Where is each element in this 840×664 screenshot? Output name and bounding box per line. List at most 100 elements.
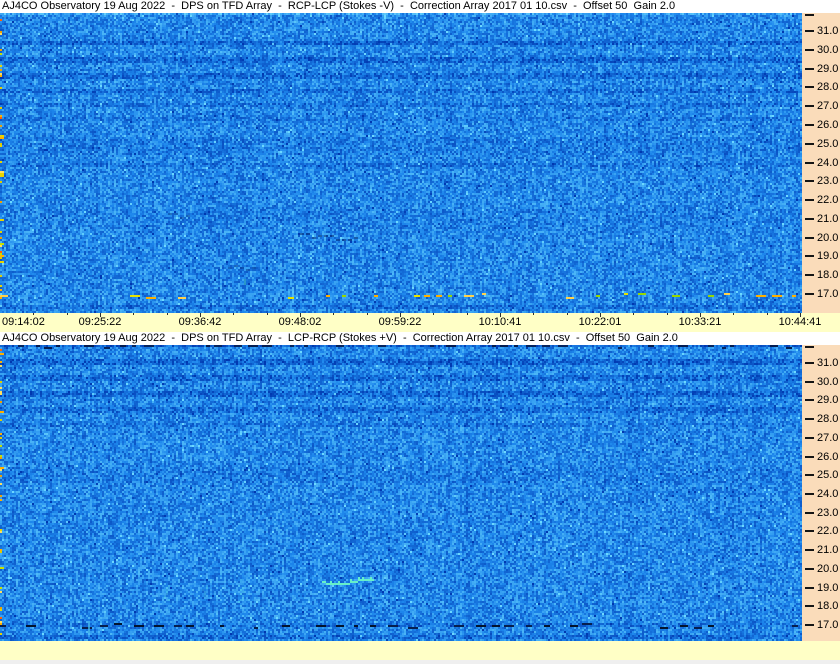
freq-tick <box>805 162 814 164</box>
time-label: 09:25:22 <box>78 316 122 328</box>
time-label: 09:36:42 <box>178 316 222 328</box>
top-panel-title: AJ4CO Observatory 19 Aug 2022 - DPS on T… <box>0 0 840 13</box>
freq-label: 23.0 <box>817 507 839 519</box>
top-chart-row: 31.0 30.0 29.0 28.0 27.0 26.0 25.0 24.0 23.0 22.0… <box>0 13 840 313</box>
time-minor-tick <box>333 313 334 315</box>
freq-tick <box>805 362 814 364</box>
freq-tick <box>805 456 814 458</box>
freq-edge-tick <box>805 346 814 348</box>
bottom-frequency-scale: 31.0 30.0 29.0 28.0 27.0 26.0 25.0 24.0 23.0 22.0… <box>802 345 840 641</box>
freq-tick <box>805 493 814 495</box>
time-minor-tick <box>467 313 468 315</box>
freq-tick <box>805 68 814 70</box>
time-minor-tick <box>33 313 34 315</box>
freq-label: 24.0 <box>817 488 839 500</box>
freq-label: 22.0 <box>817 525 839 537</box>
freq-tick <box>805 568 814 570</box>
freq-label: 21.0 <box>817 544 839 556</box>
window-bottom-margin <box>0 660 840 664</box>
time-label: 10:10:41 <box>478 316 522 328</box>
time-major-tick <box>100 313 101 317</box>
freq-tick <box>805 199 814 201</box>
freq-label: 22.0 <box>817 194 839 206</box>
time-minor-tick <box>633 313 634 315</box>
time-major-tick <box>700 313 701 317</box>
time-major-tick <box>200 313 201 317</box>
time-minor-tick <box>667 313 668 315</box>
time-minor-tick <box>433 313 434 315</box>
time-minor-tick <box>233 313 234 315</box>
freq-tick <box>805 624 814 626</box>
freq-label: 27.0 <box>817 432 839 444</box>
freq-tick <box>805 587 814 589</box>
freq-label: 28.0 <box>817 81 839 93</box>
time-major-tick <box>400 313 401 317</box>
time-minor-tick <box>367 313 368 315</box>
freq-label: 31.0 <box>817 25 839 37</box>
freq-tick <box>805 399 814 401</box>
freq-tick <box>805 180 814 182</box>
freq-tick <box>805 605 814 607</box>
freq-tick <box>805 512 814 514</box>
freq-tick <box>805 293 814 295</box>
freq-label: 29.0 <box>817 63 839 75</box>
freq-label: 25.0 <box>817 138 839 150</box>
time-major-tick <box>600 313 601 317</box>
time-axis: 09:14:02 09:25:22 09:36:42 09:48:02 09:59:22… <box>0 313 840 332</box>
time-label: 09:48:02 <box>278 316 322 328</box>
time-minor-tick <box>533 313 534 315</box>
freq-tick <box>805 274 814 276</box>
top-frequency-scale: 31.0 30.0 29.0 28.0 27.0 26.0 25.0 24.0 23.0 22.0… <box>802 13 840 313</box>
freq-label: 30.0 <box>817 376 839 388</box>
time-minor-tick <box>567 313 568 315</box>
freq-edge-tick <box>805 14 814 16</box>
freq-tick <box>805 549 814 551</box>
time-minor-tick <box>267 313 268 315</box>
freq-tick <box>805 437 814 439</box>
time-label: 09:14:02 <box>2 316 45 328</box>
freq-label: 20.0 <box>817 563 839 575</box>
bottom-chart-row: 31.0 30.0 29.0 28.0 27.0 26.0 25.0 24.0 23.0 22.0… <box>0 345 840 641</box>
freq-tick <box>805 255 814 257</box>
freq-label: 23.0 <box>817 175 839 187</box>
time-label: 10:33:21 <box>678 316 722 328</box>
freq-tick <box>805 105 814 107</box>
freq-label: 31.0 <box>817 357 839 369</box>
bottom-panel-title: AJ4CO Observatory 19 Aug 2022 - DPS on T… <box>0 332 840 345</box>
freq-tick <box>805 218 814 220</box>
freq-label: 18.0 <box>817 600 839 612</box>
freq-tick <box>805 86 814 88</box>
freq-tick <box>805 381 814 383</box>
freq-label: 28.0 <box>817 413 839 425</box>
freq-tick <box>805 530 814 532</box>
bottom-time-axis-empty <box>0 641 840 660</box>
time-minor-tick <box>733 313 734 315</box>
freq-tick <box>805 30 814 32</box>
freq-label: 17.0 <box>817 288 839 300</box>
freq-label: 26.0 <box>817 119 839 131</box>
freq-tick <box>805 124 814 126</box>
freq-label: 21.0 <box>817 213 839 225</box>
freq-label: 24.0 <box>817 157 839 169</box>
time-label: 10:22:01 <box>578 316 622 328</box>
freq-tick <box>805 143 814 145</box>
freq-label: 29.0 <box>817 394 839 406</box>
freq-tick <box>805 49 814 51</box>
top-spectrogram <box>0 13 802 313</box>
freq-label: 18.0 <box>817 269 839 281</box>
time-minor-tick <box>133 313 134 315</box>
time-major-tick <box>500 313 501 317</box>
freq-label: 17.0 <box>817 619 839 631</box>
freq-tick <box>805 418 814 420</box>
freq-tick <box>805 237 814 239</box>
time-label: 10:44:41 <box>778 316 822 328</box>
freq-label: 25.0 <box>817 469 839 481</box>
time-major-tick <box>300 313 301 317</box>
time-label: 09:59:22 <box>378 316 422 328</box>
freq-label: 19.0 <box>817 250 839 262</box>
freq-label: 26.0 <box>817 451 839 463</box>
time-minor-tick <box>67 313 68 315</box>
freq-tick <box>805 474 814 476</box>
freq-label: 27.0 <box>817 100 839 112</box>
